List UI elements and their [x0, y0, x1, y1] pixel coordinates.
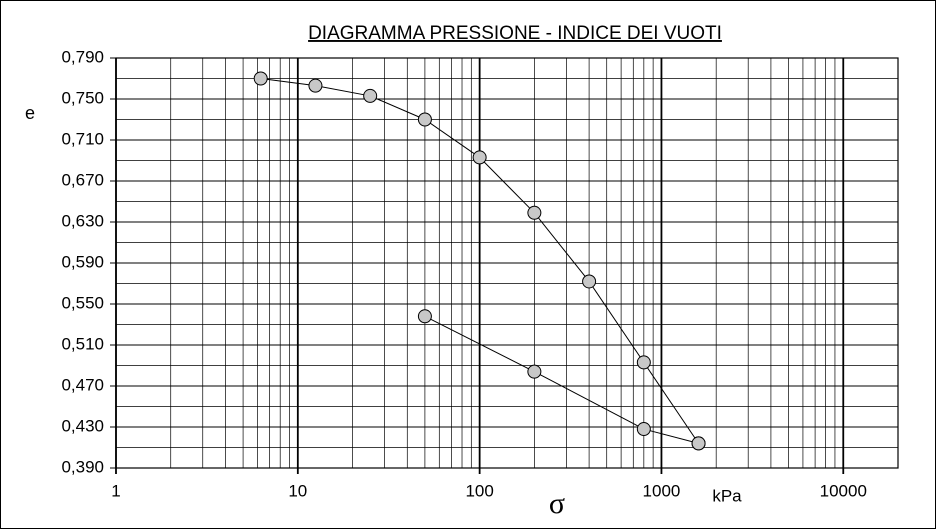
series-line — [424, 315, 699, 444]
x-axis-unit: kPa — [712, 486, 742, 505]
y-tick-label: 0,470 — [61, 375, 104, 394]
y-tick-label: 0,590 — [61, 252, 104, 271]
data-point — [527, 364, 542, 379]
y-tick-label: 0,710 — [61, 129, 104, 148]
x-tick-label: 10000 — [820, 481, 867, 500]
y-tick-label: 0,630 — [61, 211, 104, 230]
data-point — [527, 205, 542, 220]
data-point — [636, 355, 651, 370]
y-axis-label: e — [25, 103, 35, 123]
x-tick-label: 10 — [288, 481, 307, 500]
data-point — [582, 274, 597, 289]
chart-title: DIAGRAMMA PRESSIONE - INDICE DEI VUOTI — [308, 23, 722, 44]
data-point — [417, 309, 432, 324]
y-tick-label: 0,750 — [61, 88, 104, 107]
plot-border — [115, 57, 899, 469]
data-point — [472, 150, 487, 165]
data-point — [691, 436, 706, 451]
data-point — [636, 422, 651, 437]
data-point — [253, 71, 268, 86]
x-tick-label: 100 — [465, 481, 493, 500]
y-tick-label: 0,510 — [61, 334, 104, 353]
y-tick-label: 0,390 — [61, 457, 104, 476]
y-tick-label: 0,550 — [61, 293, 104, 312]
data-point — [308, 78, 323, 93]
data-point — [363, 88, 378, 103]
y-tick-label: 0,670 — [61, 170, 104, 189]
x-axis-label: σ — [549, 487, 565, 520]
data-point — [417, 112, 432, 127]
y-tick-label: 0,430 — [61, 416, 104, 435]
x-tick-label: 1000 — [643, 481, 681, 500]
y-tick-label: 0,790 — [61, 47, 104, 66]
x-tick-label: 1 — [111, 481, 120, 500]
